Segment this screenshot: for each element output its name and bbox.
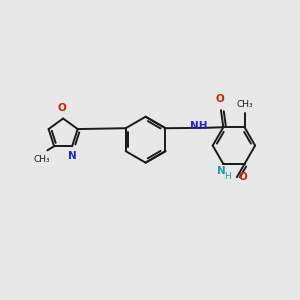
Text: N: N (218, 166, 226, 176)
Text: H: H (224, 172, 230, 181)
Text: O: O (216, 94, 225, 104)
Text: CH₃: CH₃ (33, 155, 50, 164)
Text: O: O (58, 103, 67, 113)
Text: NH: NH (190, 121, 208, 131)
Text: O: O (238, 172, 247, 182)
Text: N: N (68, 152, 77, 161)
Text: CH₃: CH₃ (236, 100, 253, 109)
